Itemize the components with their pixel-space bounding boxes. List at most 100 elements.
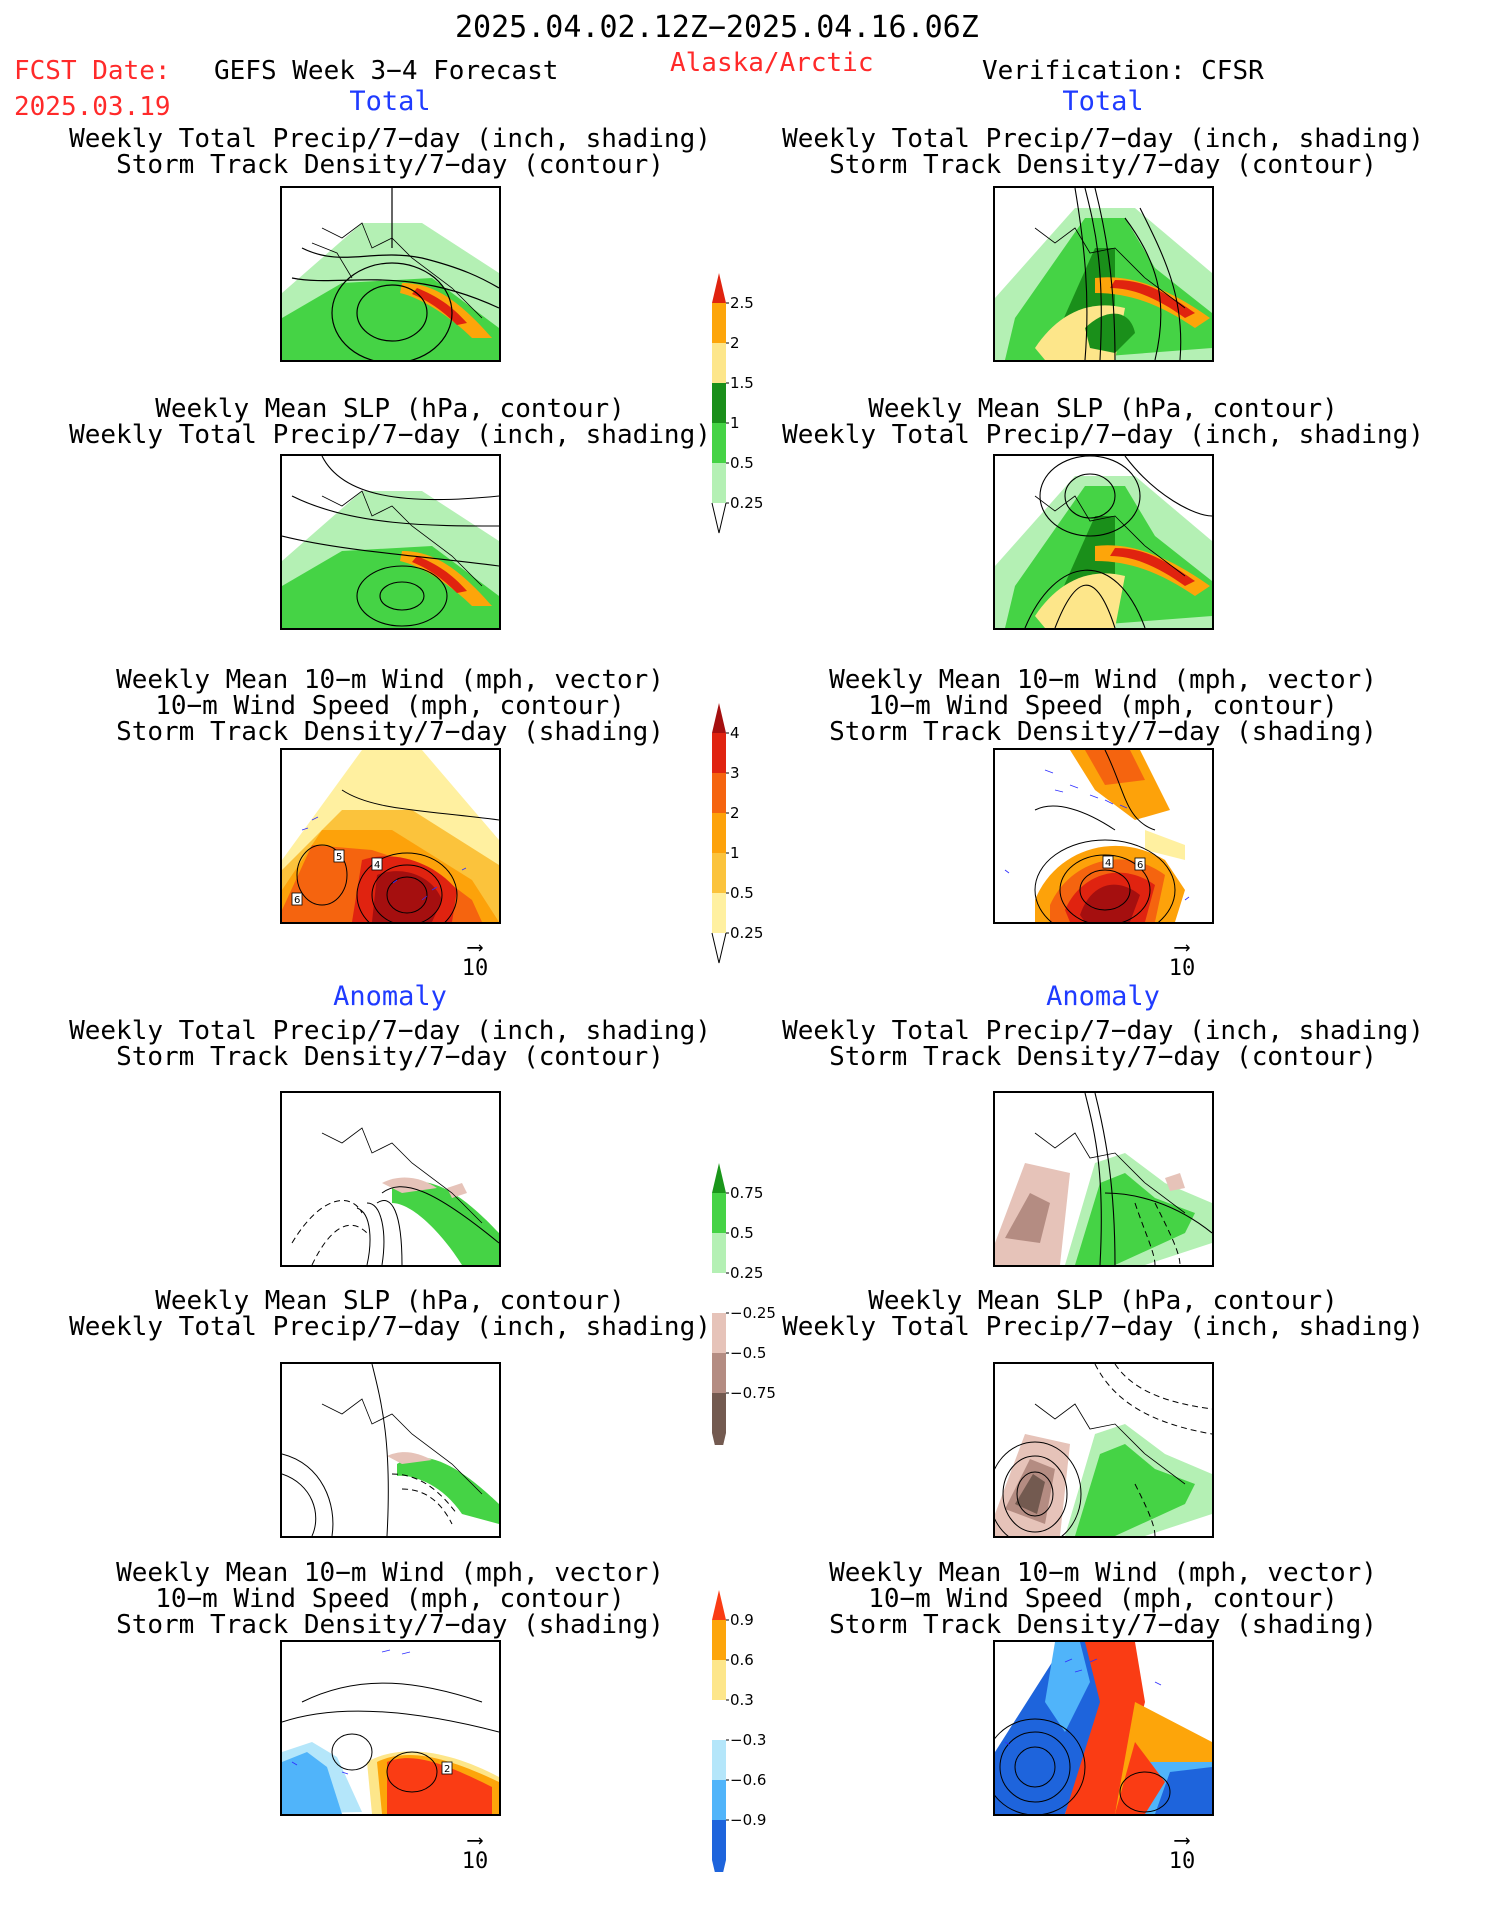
colorbar-label: −0.75 <box>730 1384 776 1402</box>
colorbar-label: 4 <box>730 724 740 742</box>
arrow-right-icon: ⟶ <box>1175 1828 1189 1853</box>
colorbar-segment <box>712 423 726 463</box>
colorbar-label: 1 <box>730 844 740 862</box>
colorbar-label: −0.25 <box>730 1304 776 1322</box>
title-anom-l1: Weekly Total Precip/7−day (inch, shading… <box>69 1016 711 1072</box>
section-total-right: Total <box>1062 86 1144 117</box>
colorbar-label: 0.5 <box>730 454 754 472</box>
title-anom-l3: Weekly Mean 10−m Wind (mph, vector) 10−m … <box>116 1558 664 1640</box>
title-anom-r1: Weekly Total Precip/7−day (inch, shading… <box>782 1016 1424 1072</box>
colorbar-track-total: 4 3 2 1 0.5 0.25 <box>708 695 788 985</box>
fcst-date-value: 2025.03.19 <box>14 92 171 122</box>
title-anom-r3: Weekly Mean 10−m Wind (mph, vector) 10−m … <box>829 1558 1377 1640</box>
colorbar-cap-top <box>712 273 726 303</box>
section-anomaly-left: Anomaly <box>333 981 447 1012</box>
colorbar-segment <box>712 343 726 383</box>
fcst-date-label: FCST Date: <box>14 56 171 86</box>
colorbar-segment <box>712 1233 726 1273</box>
colorbar-cap-bottom <box>711 932 727 964</box>
colorbar-segment <box>712 813 726 853</box>
verification-title: Verification: CFSR <box>982 56 1264 86</box>
region-title: Alaska/Arctic <box>670 48 874 78</box>
colorbar-label: −0.6 <box>730 1771 766 1789</box>
colorbar-label: 1 <box>730 414 740 432</box>
svg-text:4: 4 <box>374 860 380 871</box>
colorbar-label: 0.5 <box>730 884 754 902</box>
map-total-wind-track-forecast: 5 4 6 <box>280 748 501 924</box>
map-total-slp-precip-forecast <box>280 454 501 630</box>
colorbar-cap-top <box>712 1163 726 1193</box>
colorbar-label: 2.5 <box>730 294 754 312</box>
title-anom-l2: Weekly Mean SLP (hPa, contour) Weekly Tot… <box>69 1286 711 1342</box>
map-anom-wind-track-verification <box>993 1640 1214 1816</box>
map-anom-slp-precip-verification <box>993 1362 1214 1538</box>
colorbar-label: −0.3 <box>730 1731 766 1749</box>
colorbar-segment <box>712 303 726 343</box>
colorbar-segment <box>712 383 726 423</box>
colorbar-precip-anom-svg: 0.75 0.5 0.25 −0.25 −0.5 −0.75 <box>712 1163 776 1463</box>
colorbar-label: −0.5 <box>730 1344 766 1362</box>
colorbar-segment <box>712 1273 726 1313</box>
colorbar-track-anom-svg: 0.9 0.6 0.3 −0.3 −0.6 −0.9 <box>712 1590 766 1890</box>
svg-text:4: 4 <box>1105 858 1111 869</box>
map-anom-slp-precip-forecast <box>280 1362 501 1538</box>
section-total-left: Total <box>349 86 431 117</box>
colorbar-label: 0.9 <box>730 1611 754 1629</box>
colorbar-track-anom: 0.9 0.6 0.3 −0.3 −0.6 −0.9 <box>708 1582 798 1890</box>
map-anom-precip-track-verification <box>993 1091 1214 1267</box>
section-anomaly-right: Anomaly <box>1046 981 1160 1012</box>
colorbar-cap-bottom <box>712 1433 726 1463</box>
map-total-precip-track-verification <box>993 186 1214 362</box>
colorbar-cap-bottom <box>712 1860 726 1890</box>
model-title: GEFS Week 3−4 Forecast <box>214 56 559 86</box>
vector-ref-anom-left: ⟶ 10 <box>455 1828 495 1875</box>
vector-ref-total-right: ⟶ 10 <box>1162 935 1202 982</box>
arrow-right-icon: ⟶ <box>1175 935 1189 960</box>
colorbar-segment <box>712 1820 726 1860</box>
title-total-l1: Weekly Total Precip/7−day (inch, shading… <box>69 124 711 180</box>
title-anom-r2: Weekly Mean SLP (hPa, contour) Weekly Tot… <box>782 1286 1424 1342</box>
colorbar-segment <box>712 463 726 503</box>
title-total-r1: Weekly Total Precip/7−day (inch, shading… <box>782 124 1424 180</box>
colorbar-label: −0.9 <box>730 1811 766 1829</box>
map-anom-precip-track-forecast <box>280 1091 501 1267</box>
colorbar-segment <box>712 1193 726 1233</box>
colorbar-segment <box>712 853 726 893</box>
colorbar-segment <box>712 1700 726 1740</box>
svg-text:6: 6 <box>294 895 300 906</box>
colorbar-label: 2 <box>730 804 740 822</box>
colorbar-segment <box>712 1740 726 1780</box>
colorbar-label: 0.25 <box>730 924 763 942</box>
colorbar-label: 3 <box>730 764 740 782</box>
colorbar-segment <box>712 1780 726 1820</box>
colorbar-segment <box>712 893 726 933</box>
colorbar-cap-top <box>712 703 726 733</box>
arrow-right-icon: ⟶ <box>468 935 482 960</box>
svg-text:5: 5 <box>336 852 342 863</box>
colorbar-label: 0.25 <box>730 1264 763 1282</box>
colorbar-segment <box>712 1620 726 1660</box>
svg-text:6: 6 <box>1137 860 1143 871</box>
colorbar-label: 0.6 <box>730 1651 754 1669</box>
title-total-l3: Weekly Mean 10−m Wind (mph, vector) 10−m … <box>116 665 664 747</box>
title-total-r3: Weekly Mean 10−m Wind (mph, vector) 10−m … <box>829 665 1377 747</box>
svg-text:2: 2 <box>444 1764 450 1775</box>
colorbar-precip-total-svg: 2.5 2 1.5 1 0.5 0.25 <box>711 273 763 534</box>
title-total-l2: Weekly Mean SLP (hPa, contour) Weekly Tot… <box>69 394 711 450</box>
colorbar-segment <box>712 1393 726 1433</box>
colorbar-label: 1.5 <box>730 374 754 392</box>
map-total-precip-track-forecast <box>280 186 501 362</box>
colorbar-label: 0.5 <box>730 1224 754 1242</box>
map-anom-wind-track-forecast: 2 <box>280 1640 501 1816</box>
colorbar-segment <box>712 733 726 773</box>
colorbar-segment <box>712 1660 726 1700</box>
map-total-slp-precip-verification <box>993 454 1214 630</box>
arrow-right-icon: ⟶ <box>468 1828 482 1853</box>
colorbar-precip-total: 2.5 2 1.5 1 0.5 0.25 <box>708 265 788 555</box>
colorbar-segment <box>712 1313 726 1353</box>
colorbar-segment <box>712 1353 726 1393</box>
title-total-r2: Weekly Mean SLP (hPa, contour) Weekly Tot… <box>782 394 1424 450</box>
vector-ref-total-left: ⟶ 10 <box>455 935 495 982</box>
map-total-wind-track-verification: 4 6 <box>993 748 1214 924</box>
colorbar-cap-top <box>712 1590 726 1620</box>
